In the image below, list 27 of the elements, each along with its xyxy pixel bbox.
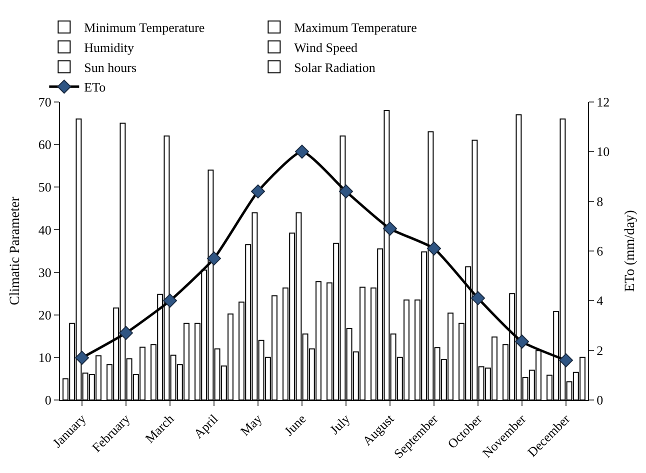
legend-label: Humidity [84, 40, 134, 55]
x-tick-label: July [326, 410, 354, 438]
y-tick-label: 40 [38, 222, 52, 238]
y2-tick-label: 8 [596, 194, 604, 209]
y2-tick-label: 4 [596, 293, 604, 308]
legend-label: Solar Radiation [294, 60, 376, 75]
y-tick-label: 0 [44, 392, 52, 408]
x-tick-label: June [281, 411, 309, 439]
y2-tick-label: 2 [596, 342, 604, 358]
legend-label: Minimum Temperature [84, 20, 205, 36]
legend-label: Sun hours [84, 60, 137, 75]
y-tick-label: 60 [38, 137, 52, 152]
y2-tick-label: 12 [596, 94, 610, 110]
y2-tick-label: 6 [596, 244, 604, 259]
legend-label: Maximum Temperature [294, 20, 418, 36]
y2-tick-label: 10 [596, 144, 610, 160]
x-tick-label: May [237, 410, 266, 439]
y2-tick-label: 0 [596, 392, 604, 408]
y-tick-label: 20 [38, 307, 52, 322]
legend-label: ETo [84, 80, 106, 95]
y-tick-label: 30 [38, 264, 52, 280]
legend-label: Wind Speed [294, 40, 358, 55]
y-axis-title: Climatic Parameter [8, 196, 23, 306]
y2-axis-title: ETo (mm/day) [622, 210, 638, 292]
y-tick-label: 70 [38, 94, 52, 110]
y-tick-label: 10 [38, 350, 52, 365]
y-tick-label: 50 [38, 180, 52, 195]
